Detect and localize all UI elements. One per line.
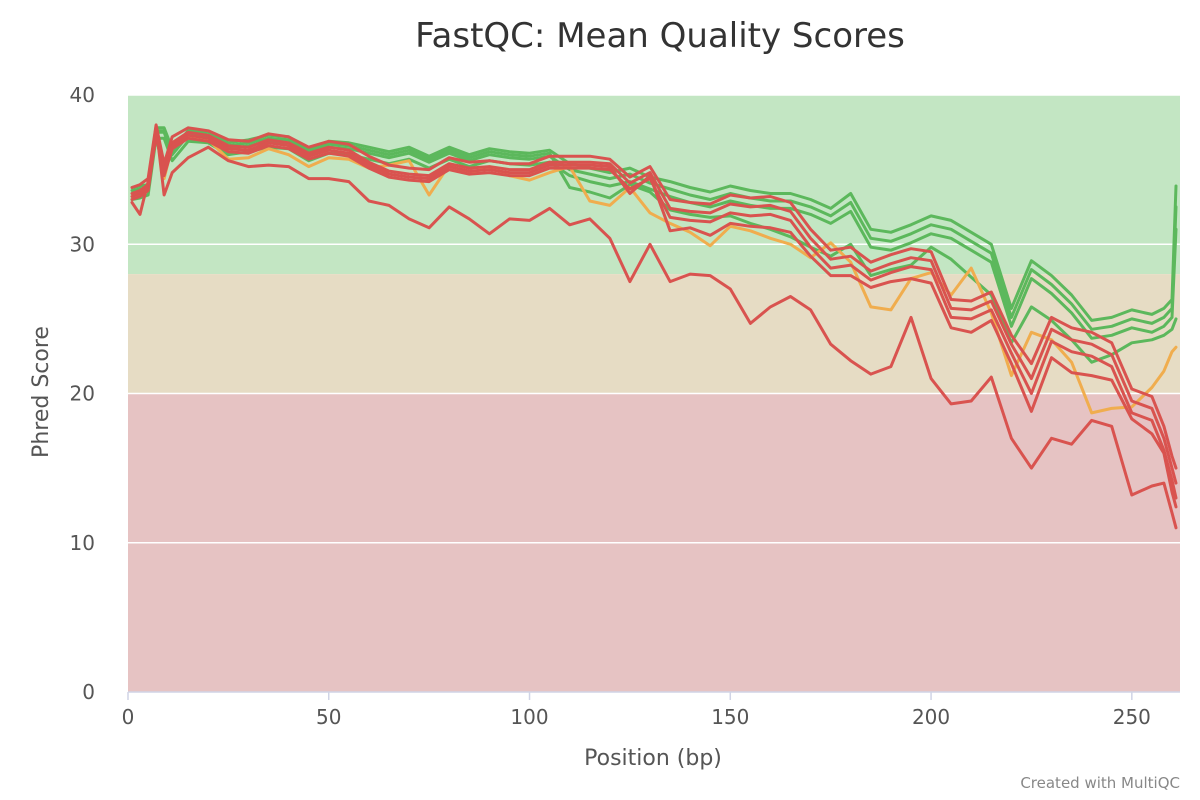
series-line-fail-9[interactable] [130,124,1178,530]
series-line-fail-7[interactable] [130,123,1178,470]
x-tick-label: 0 [122,705,135,729]
y-axis-ticks: 0 10 20 30 40 [70,83,95,704]
y-tick-label: 10 [70,531,95,555]
x-tick-label: 150 [711,705,749,729]
series-line-fail-8[interactable] [130,130,1178,509]
x-tick-label: 250 [1113,705,1151,729]
grid-lines [128,94,1180,693]
data-series [130,123,1178,530]
x-tick-label: 100 [510,705,548,729]
y-tick-label: 40 [70,83,95,107]
credit-text: Created with MultiQC [1020,774,1180,792]
series-line-warn-4[interactable] [130,132,1178,415]
x-axis-label: Position (bp) [584,746,722,771]
x-tick-label: 200 [912,705,950,729]
y-tick-label: 20 [70,382,95,406]
series-line-fail-5[interactable] [130,127,1178,485]
series-line-pass-3[interactable] [130,129,1178,364]
chart-title: FastQC: Mean Quality Scores [415,16,905,56]
y-axis-label: Phred Score [29,326,54,458]
y-tick-label: 30 [70,232,95,256]
x-tick-label: 50 [316,705,341,729]
y-tick-label: 0 [82,680,95,704]
x-axis-ticks: 0 50 100 150 200 250 [122,692,1151,729]
